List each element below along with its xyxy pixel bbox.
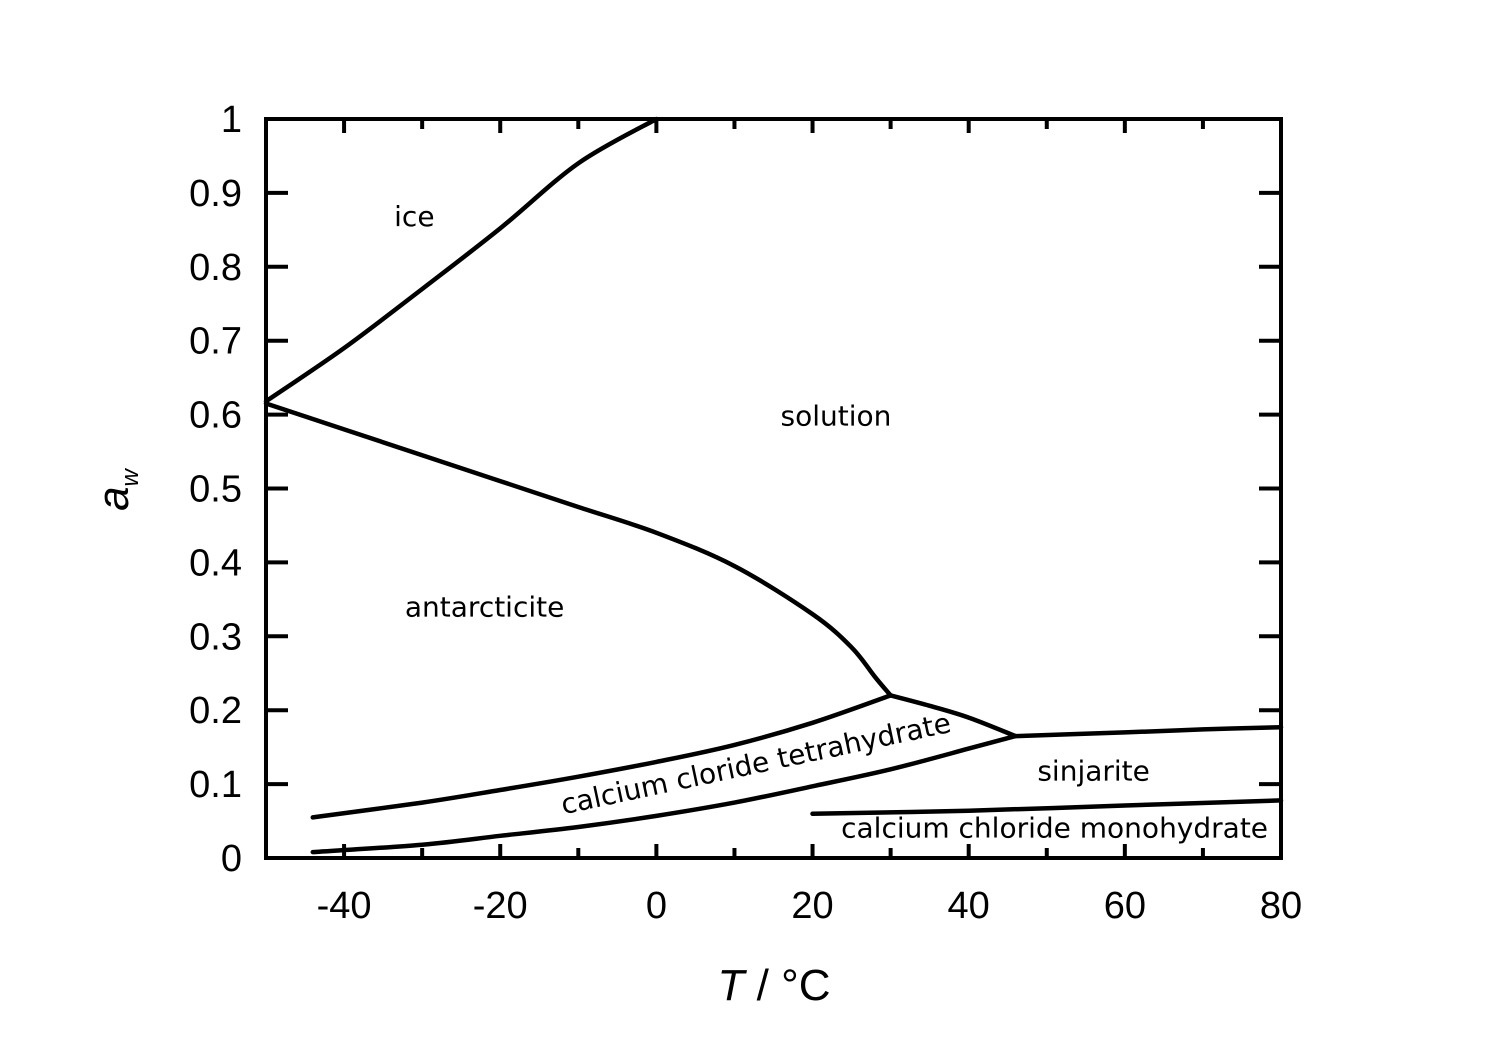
y-tick-label: 0.4 bbox=[189, 542, 242, 584]
x-tick-label: 60 bbox=[1104, 885, 1146, 927]
y-tick-label: 0.7 bbox=[189, 321, 242, 363]
y-tick-label: 1 bbox=[221, 99, 242, 141]
y-tick-label: 0.6 bbox=[189, 395, 242, 437]
region-label: antarcticite bbox=[405, 590, 564, 623]
phase-boundary-line bbox=[310, 733, 1018, 855]
plot-frame bbox=[264, 117, 1283, 860]
phase-boundary-line bbox=[1013, 724, 1284, 739]
x-tick-label: 80 bbox=[1260, 885, 1302, 927]
y-tick-label: 0.8 bbox=[189, 247, 242, 289]
y-tick-label: 0 bbox=[221, 838, 242, 880]
y-tick-label: 0.1 bbox=[189, 764, 242, 806]
x-tick-label: 40 bbox=[948, 885, 990, 927]
region-label: ice bbox=[394, 200, 434, 233]
curves-layer bbox=[263, 116, 1284, 855]
y-axis-title: aw bbox=[89, 467, 144, 510]
region-label: sinjarite bbox=[1037, 754, 1150, 787]
phase-boundary-line bbox=[310, 693, 893, 820]
region-label: calcium cloride tetrahydrate bbox=[558, 706, 954, 821]
x-tick-label: 20 bbox=[791, 885, 833, 927]
region-label: solution bbox=[781, 400, 892, 433]
y-tick-label: 0.9 bbox=[189, 173, 242, 215]
x-axis-title: T / °C bbox=[718, 961, 831, 1010]
region-label: calcium chloride monohydrate bbox=[841, 811, 1268, 844]
x-tick-label: -40 bbox=[317, 885, 372, 927]
y-tick-label: 0.3 bbox=[189, 616, 242, 658]
phase-boundary-line bbox=[263, 401, 893, 698]
phase-boundary-line bbox=[263, 116, 659, 404]
x-tick-label: -20 bbox=[473, 885, 528, 927]
labels-layer: -40 -20 0 20 40 60 80 0 0.1 0.2 0.3 0.4 0.5 0.6 0.7 0.8… bbox=[189, 99, 1302, 927]
y-tick-label: 0.5 bbox=[189, 469, 242, 511]
x-tick-label: 0 bbox=[646, 885, 667, 927]
phase-boundary-line bbox=[810, 798, 1284, 816]
y-tick-label: 0.2 bbox=[189, 690, 242, 732]
annotations-layer: ice solution antarcticite calcium cloride t… bbox=[394, 200, 1268, 844]
phase-boundary-line bbox=[888, 693, 1018, 739]
